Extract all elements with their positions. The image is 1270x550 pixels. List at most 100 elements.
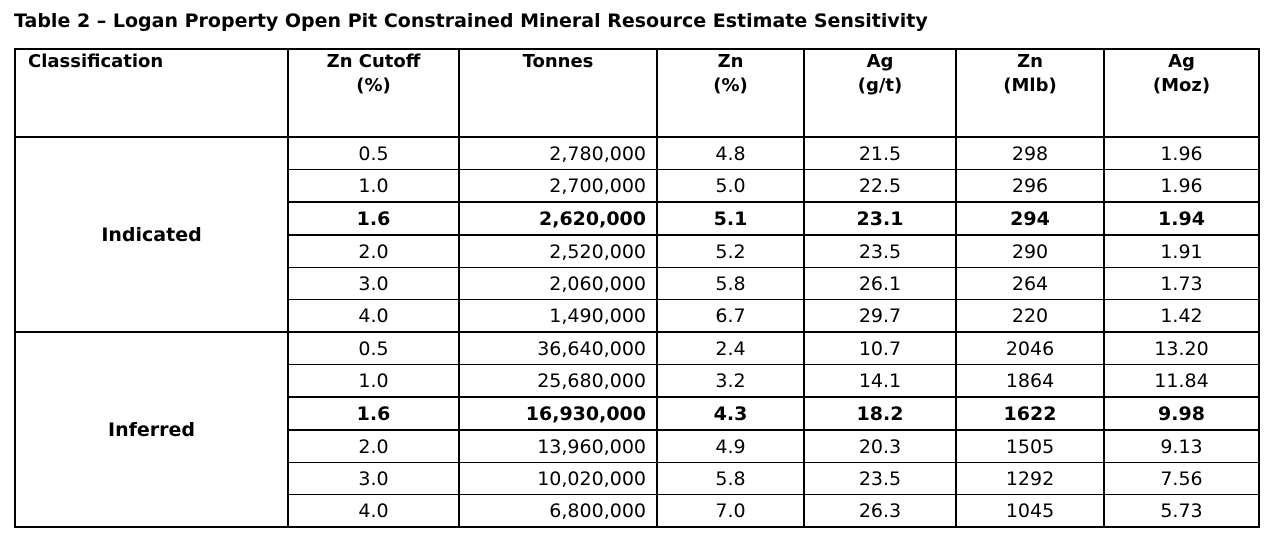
column-header-zn-cutoff: Zn Cutoff (%)	[287, 48, 460, 138]
cell-ag-moz: 1.42	[1103, 299, 1260, 333]
cell-zn-mlb: 1505	[955, 429, 1105, 463]
table-row: 3.0 10,020,000 5.8 23.5 1292 7.56	[15, 462, 1260, 495]
cell-ag-moz: 13.20	[1103, 331, 1260, 365]
column-header-label: Tonnes	[522, 51, 594, 72]
cell-cutoff: 3.0	[287, 462, 460, 495]
table-header: Classification Zn Cutoff (%) Tonnes Zn (%)…	[14, 48, 1260, 138]
cell-tonnes: 2,620,000	[458, 201, 658, 236]
cell-zn-mlb: 1864	[955, 364, 1105, 398]
column-header-unit: (Moz)	[1152, 75, 1211, 97]
column-header-label: Zn	[1017, 51, 1043, 72]
cell-zn: 6.7	[656, 299, 805, 333]
cell-zn: 4.3	[656, 396, 805, 431]
cell-tonnes: 16,930,000	[458, 396, 658, 431]
cell-tonnes: 2,520,000	[458, 234, 658, 268]
cell-tonnes: 2,780,000	[458, 136, 658, 170]
cell-ag-moz: 1.96	[1103, 169, 1260, 203]
cell-cutoff: 1.6	[287, 396, 460, 431]
cell-zn-mlb: 264	[955, 267, 1105, 300]
table-row: 1.0 2,700,000 5.0 22.5 296 1.96	[15, 169, 1260, 203]
cell-zn-mlb: 1622	[955, 396, 1105, 431]
cell-cutoff: 2.0	[287, 429, 460, 463]
table-row: 4.0 1,490,000 6.7 29.7 220 1.42	[15, 299, 1260, 333]
cell-ag: 23.5	[803, 462, 957, 495]
cell-zn: 5.8	[656, 462, 805, 495]
cell-ag: 26.3	[803, 494, 957, 528]
cell-cutoff: 2.0	[287, 234, 460, 268]
header-row: Classification Zn Cutoff (%) Tonnes Zn (%)…	[14, 48, 1260, 138]
cell-ag-moz: 5.73	[1103, 494, 1260, 528]
cell-zn-mlb: 296	[955, 169, 1105, 203]
table-body: Indicated 0.5 2,780,000 4.8 21.5 298 1.9…	[14, 136, 1260, 528]
page-title: Table 2 – Logan Property Open Pit Constr…	[14, 10, 928, 32]
cell-ag: 10.7	[803, 331, 957, 365]
column-header-ag-moz: Ag (Moz)	[1103, 48, 1260, 138]
cell-zn: 5.8	[656, 267, 805, 300]
column-header-unit: (%)	[713, 75, 748, 97]
cell-zn: 5.2	[656, 234, 805, 268]
cell-tonnes: 13,960,000	[458, 429, 658, 463]
cell-tonnes: 10,020,000	[458, 462, 658, 495]
cell-zn: 4.8	[656, 136, 805, 170]
cell-ag: 23.5	[803, 234, 957, 268]
cell-ag-moz: 7.56	[1103, 462, 1260, 495]
cell-zn-mlb: 2046	[955, 331, 1105, 365]
column-header-ag-gpt: Ag (g/t)	[803, 48, 957, 138]
cell-tonnes: 6,800,000	[458, 494, 658, 528]
cell-cutoff: 1.0	[287, 364, 460, 398]
cell-ag-moz: 1.91	[1103, 234, 1260, 268]
cell-ag: 20.3	[803, 429, 957, 463]
classification-cell-indicated: Indicated	[14, 136, 289, 333]
document-page: Table 2 – Logan Property Open Pit Constr…	[14, 10, 1260, 528]
cell-zn-mlb: 294	[955, 201, 1105, 236]
column-header-label: Zn Cutoff	[326, 51, 421, 72]
cell-cutoff: 0.5	[287, 331, 460, 365]
cell-ag: 18.2	[803, 396, 957, 431]
column-header-unit: (g/t)	[857, 75, 903, 97]
cell-zn: 2.4	[656, 331, 805, 365]
cell-tonnes: 2,700,000	[458, 169, 658, 203]
cell-ag-moz: 1.94	[1103, 201, 1260, 236]
cell-tonnes: 1,490,000	[458, 299, 658, 333]
cell-ag: 14.1	[803, 364, 957, 398]
cell-ag: 26.1	[803, 267, 957, 300]
column-header-label: Ag	[1168, 51, 1195, 72]
cell-zn-mlb: 290	[955, 234, 1105, 268]
cell-cutoff: 0.5	[287, 136, 460, 170]
table-row: 2.0 13,960,000 4.9 20.3 1505 9.13	[15, 429, 1260, 463]
cell-tonnes: 36,640,000	[458, 331, 658, 365]
cell-zn: 5.1	[656, 201, 805, 236]
cell-zn: 3.2	[656, 364, 805, 398]
cell-tonnes: 25,680,000	[458, 364, 658, 398]
column-header-unit: (%)	[356, 75, 391, 97]
cell-zn: 4.9	[656, 429, 805, 463]
cell-tonnes: 2,060,000	[458, 267, 658, 300]
column-header-label: Zn	[717, 51, 744, 72]
classification-cell-inferred: Inferred	[14, 331, 289, 528]
table-row: Inferred 0.5 36,640,000 2.4 10.7 2046 13…	[14, 331, 1260, 528]
cell-cutoff: 1.6	[287, 201, 460, 236]
cell-cutoff: 4.0	[287, 494, 460, 528]
cell-ag: 29.7	[803, 299, 957, 333]
table-row: 4.0 6,800,000 7.0 26.3 1045 5.73	[15, 494, 1260, 528]
cell-cutoff: 4.0	[287, 299, 460, 333]
cell-zn: 7.0	[656, 494, 805, 528]
column-header-label: Classification	[28, 51, 164, 72]
cell-cutoff: 1.0	[287, 169, 460, 203]
cell-ag: 22.5	[803, 169, 957, 203]
column-header-zn-mlb: Zn (Mlb)	[955, 48, 1105, 138]
cell-zn-mlb: 220	[955, 299, 1105, 333]
column-header-classification: Classification	[14, 48, 289, 138]
table-row-base-case: 1.6 16,930,000 4.3 18.2 1622 9.98	[15, 396, 1260, 431]
cell-zn: 5.0	[656, 169, 805, 203]
cell-zn-mlb: 1045	[955, 494, 1105, 528]
cell-ag-moz: 1.73	[1103, 267, 1260, 300]
table-row-base-case: 1.6 2,620,000 5.1 23.1 294 1.94	[15, 201, 1260, 236]
cell-cutoff: 3.0	[287, 267, 460, 300]
cell-ag: 21.5	[803, 136, 957, 170]
column-header-tonnes: Tonnes	[458, 48, 658, 138]
cell-ag-moz: 9.98	[1103, 396, 1260, 431]
table-row: 3.0 2,060,000 5.8 26.1 264 1.73	[15, 267, 1260, 300]
cell-zn-mlb: 298	[955, 136, 1105, 170]
column-header-unit: (Mlb)	[1003, 75, 1057, 97]
